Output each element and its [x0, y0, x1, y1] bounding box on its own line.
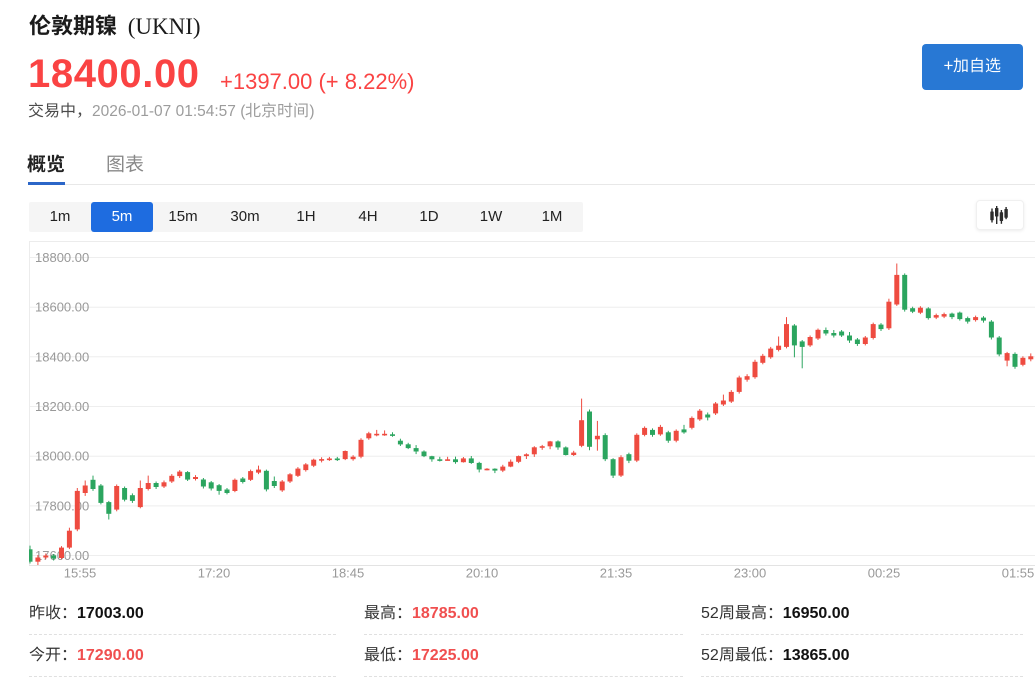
- svg-text:18200.00: 18200.00: [35, 399, 89, 414]
- svg-text:18000.00: 18000.00: [35, 449, 89, 464]
- svg-text:18:45: 18:45: [332, 566, 365, 581]
- svg-text:01:55: 01:55: [1002, 566, 1035, 581]
- svg-text:18800.00: 18800.00: [35, 250, 89, 265]
- svg-text:00:25: 00:25: [868, 566, 901, 581]
- svg-text:18600.00: 18600.00: [35, 300, 89, 315]
- svg-text:18400.00: 18400.00: [35, 349, 89, 364]
- svg-text:17:20: 17:20: [198, 566, 231, 581]
- svg-text:23:00: 23:00: [734, 566, 767, 581]
- svg-text:20:10: 20:10: [466, 566, 499, 581]
- svg-text:21:35: 21:35: [600, 566, 633, 581]
- svg-text:15:55: 15:55: [64, 566, 97, 581]
- svg-text:17800.00: 17800.00: [35, 498, 89, 513]
